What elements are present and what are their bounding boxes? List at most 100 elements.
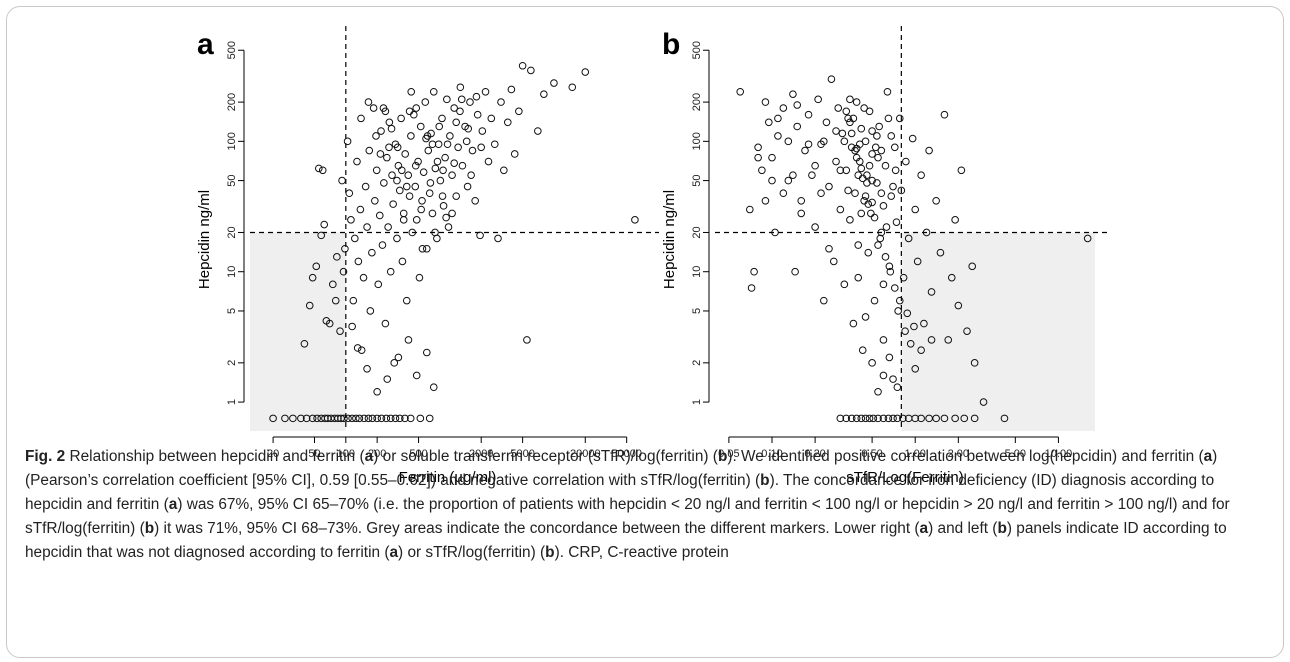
data-point: [911, 205, 920, 214]
data-point: [481, 87, 490, 96]
data-point: [352, 414, 360, 423]
data-point: [452, 118, 460, 127]
data-point: [439, 166, 447, 175]
data-point: [864, 200, 873, 208]
data-point: [868, 127, 876, 135]
data-point: [844, 114, 852, 123]
data-point: [394, 161, 403, 170]
data-point: [348, 414, 356, 423]
data-point: [473, 110, 482, 119]
caption-panel-ref: a: [389, 544, 399, 561]
data-point: [354, 257, 363, 266]
data-point: [940, 110, 949, 119]
data-point: [356, 205, 365, 214]
panel-a-x-axis-label: Ferritin (µg/ml): [399, 469, 497, 486]
data-point: [754, 153, 762, 162]
data-point: [443, 95, 451, 104]
data-point: [348, 322, 356, 331]
figure-label: Fig. 2: [25, 448, 66, 465]
data-point: [466, 98, 474, 106]
data-point: [852, 144, 861, 153]
data-point: [377, 127, 385, 135]
data-point: [527, 66, 535, 75]
caption-text: Relationship between hepcidin and ferrit…: [25, 448, 1230, 561]
data-point: [357, 346, 366, 354]
data-point: [836, 414, 845, 423]
data-point: [394, 353, 403, 362]
data-point: [838, 129, 847, 138]
data-point: [395, 414, 404, 423]
data-point: [385, 143, 393, 152]
data-point: [852, 153, 861, 162]
data-point: [768, 176, 776, 185]
data-point: [363, 223, 371, 231]
panel-a-points: [269, 61, 639, 423]
caption-panel-ref: a: [1203, 448, 1213, 465]
panel-a-letter: a: [197, 28, 214, 61]
data-point: [761, 98, 770, 106]
data-point: [457, 95, 466, 104]
panel-b-x-axis-label: sTfR/Log(Ferritin): [846, 469, 964, 486]
data-point: [874, 153, 882, 162]
panel-a-x-tick-label: 5000: [510, 448, 534, 460]
data-point: [887, 132, 896, 140]
data-point: [393, 143, 402, 152]
data-point: [832, 157, 840, 166]
data-point: [897, 186, 906, 195]
data-point: [360, 414, 368, 423]
data-point: [387, 124, 396, 133]
caption-panel-ref: a: [168, 496, 178, 513]
data-point: [936, 248, 945, 257]
data-point: [829, 257, 838, 266]
data-point: [443, 140, 452, 149]
data-point: [868, 150, 876, 158]
data-point: [894, 307, 902, 315]
data-point: [861, 414, 870, 423]
data-point: [875, 122, 883, 131]
data-point: [411, 182, 420, 191]
data-point: [851, 189, 859, 198]
data-point: [834, 104, 843, 112]
data-point: [431, 228, 439, 237]
data-point: [269, 414, 277, 423]
panel-a-y-axis: 1 2 5 10 20 50 100 200 500: [226, 41, 245, 405]
data-point: [814, 95, 822, 104]
data-point: [881, 161, 890, 170]
data-point: [507, 85, 516, 94]
panel-b-y-tick-label: 20: [691, 226, 703, 238]
data-point: [811, 161, 819, 170]
data-point: [922, 228, 931, 237]
data-point: [899, 414, 907, 423]
data-point: [434, 140, 443, 149]
data-point: [426, 179, 435, 187]
data-point: [425, 414, 434, 423]
data-point: [951, 414, 959, 423]
data-point: [389, 200, 397, 208]
panel-a-x-tick-label: 2000: [469, 448, 493, 460]
data-point: [906, 339, 915, 348]
data-point: [444, 223, 453, 231]
data-point: [411, 161, 420, 170]
data-point: [448, 209, 456, 218]
data-point: [963, 327, 971, 335]
data-point: [868, 359, 876, 367]
data-point: [377, 414, 386, 423]
data-point: [847, 414, 856, 423]
panel-b-x-tick-label: 1.00: [905, 448, 926, 460]
data-point: [951, 216, 959, 224]
panel-a-x-tick-label: 20000: [570, 448, 601, 460]
data-point: [476, 231, 484, 240]
data-point: [540, 90, 548, 98]
data-point: [793, 101, 802, 109]
data-point: [917, 346, 925, 354]
data-point: [874, 387, 882, 396]
data-point: [416, 122, 425, 131]
panel-b-x-tick-label: 2.00: [948, 448, 969, 460]
panel-a-x-tick-label: 50: [308, 448, 320, 460]
data-point: [390, 359, 399, 367]
data-point: [879, 414, 888, 423]
data-point: [343, 137, 352, 146]
data-point: [320, 220, 329, 229]
panel-a-x-axis: 20 50 100 200 500 2000 5000 20000 50000: [267, 436, 642, 460]
data-point: [364, 98, 373, 106]
